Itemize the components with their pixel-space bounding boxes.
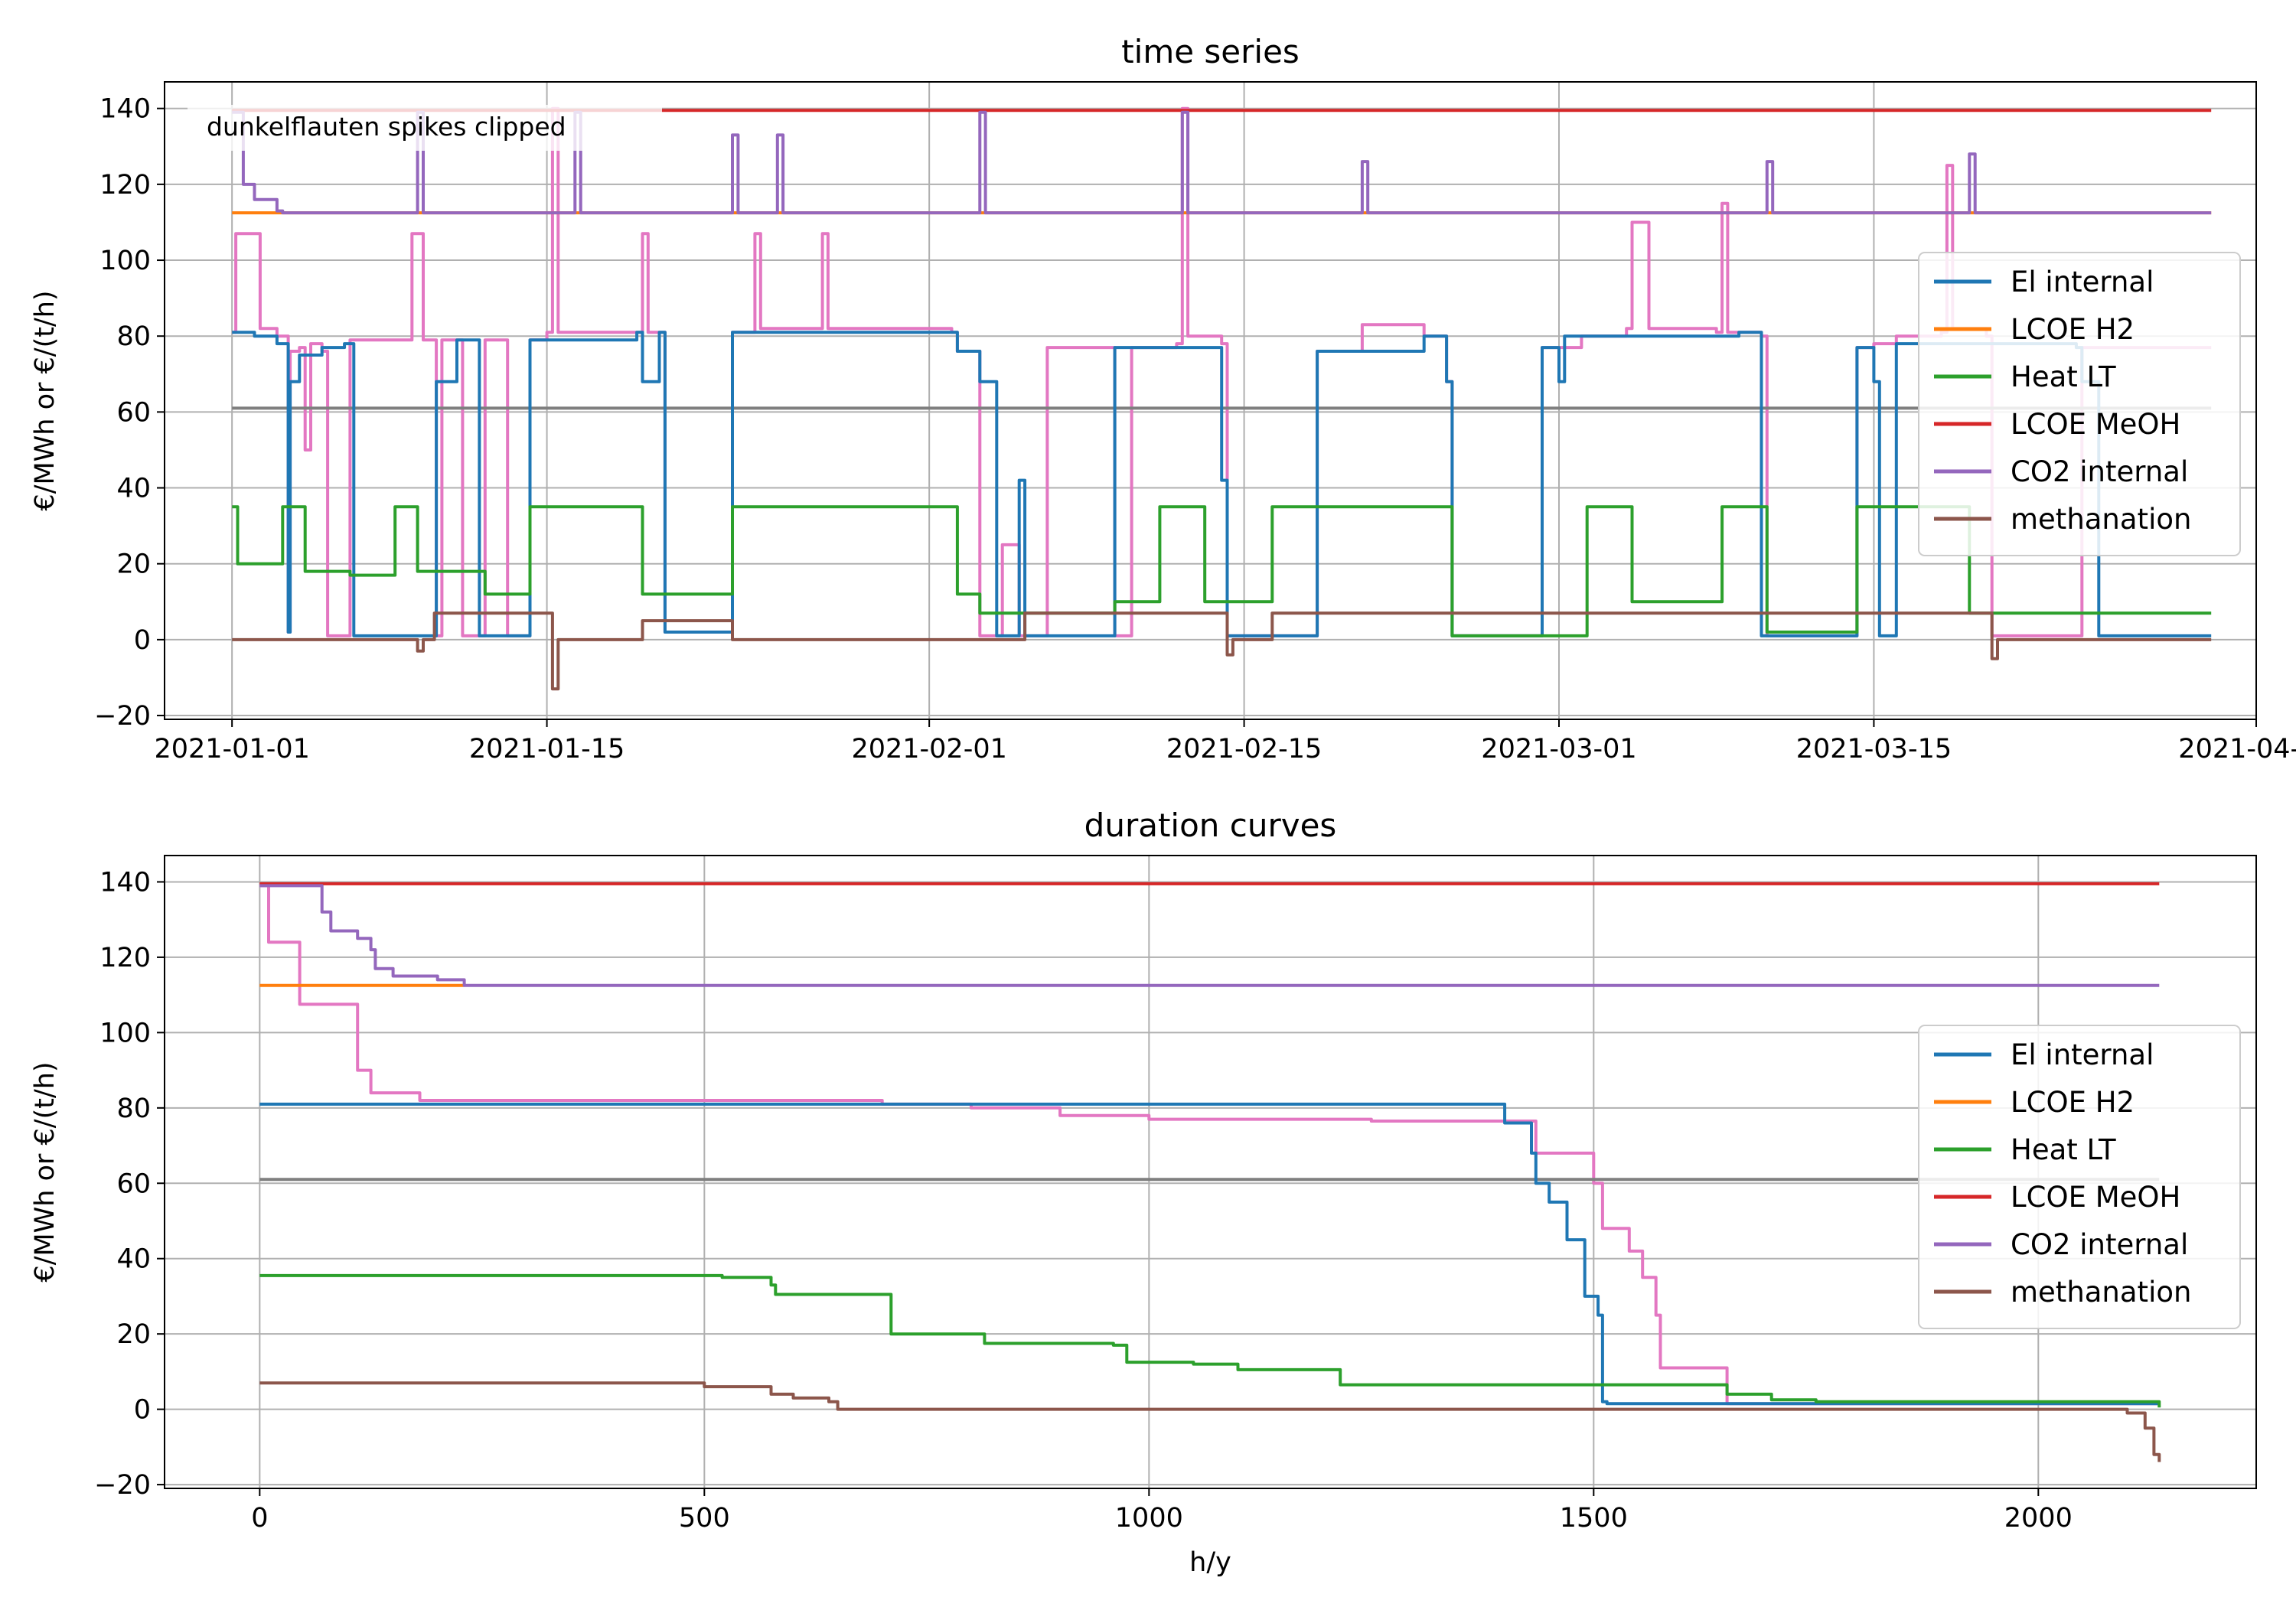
x-tick-label: 2021-02-01 — [851, 734, 1006, 764]
y-tick-label: −20 — [94, 1470, 151, 1501]
y-tick-label: 40 — [116, 1244, 151, 1275]
y-tick-label: 120 — [99, 170, 151, 200]
series-line-el-internal — [232, 331, 2212, 637]
legend-label: LCOE MeOH — [2011, 1181, 2180, 1214]
legend-box — [1918, 1025, 2241, 1329]
x-tick-label: 2021-04-01 — [2178, 734, 2296, 764]
legend-label: El internal — [2011, 1038, 2154, 1071]
series-line-co2-internal — [259, 884, 2160, 987]
axes-frame — [164, 81, 2257, 720]
x-tick-label: 2021-03-01 — [1481, 734, 1636, 764]
axes-frame — [164, 855, 2257, 1489]
legend-label: El internal — [2011, 266, 2154, 298]
y-tick-label: 60 — [116, 1169, 151, 1199]
annotation-box — [188, 105, 662, 151]
legend-label: methanation — [2011, 503, 2191, 536]
legend-label: Heat LT — [2011, 360, 2116, 393]
legend-label: methanation — [2011, 1276, 2191, 1309]
x-tick-label: 2021-03-15 — [1796, 734, 1952, 764]
x-tick-label: 2021-01-01 — [154, 734, 309, 764]
y-tick-label: 60 — [116, 397, 151, 428]
legend-label: LCOE H2 — [2011, 1086, 2135, 1119]
y-tick-label: 140 — [99, 867, 151, 898]
y-tick-label: −20 — [94, 701, 151, 732]
y-tick-label: 80 — [116, 1094, 151, 1124]
legend-label: CO2 internal — [2011, 1228, 2188, 1261]
plot-title: duration curves — [1084, 807, 1337, 844]
x-tick-label: 2021-01-15 — [469, 734, 625, 764]
y-tick-label: 120 — [99, 943, 151, 973]
series-line-heat-lt — [232, 505, 2212, 637]
duration-curves-panel: −20 0 20 40 60 80 100 120 140 0 500 1000 1500 2000 du… — [30, 807, 2257, 1578]
series-line-methanation — [232, 611, 2212, 691]
series-line-heat-lt — [259, 1273, 2161, 1408]
series-line-methanation — [259, 1381, 2161, 1462]
time-series-panel: −20 0 20 40 60 80 100 120 140 2021-01-01 2021-01-1… — [30, 33, 2296, 764]
y-tick-label: 20 — [116, 549, 151, 580]
y-tick-label: 0 — [134, 625, 151, 656]
x-axis-label: h/y — [1189, 1547, 1231, 1578]
y-tick-label: 20 — [116, 1319, 151, 1350]
y-axis-label: €/MWh or €/(t/h) — [30, 290, 60, 510]
x-tick-label: 0 — [251, 1503, 268, 1534]
y-tick-label: 0 — [134, 1395, 151, 1426]
legend-box — [1918, 252, 2241, 556]
y-axis-label: €/MWh or €/(t/h) — [30, 1061, 60, 1282]
y-tick-label: 40 — [116, 474, 151, 504]
plot-title: time series — [1121, 33, 1300, 70]
y-tick-label: 100 — [99, 1018, 151, 1048]
series-line-el-internal — [259, 1102, 2160, 1406]
legend-label: LCOE MeOH — [2011, 408, 2180, 441]
x-tick-label: 1000 — [1115, 1503, 1183, 1534]
x-tick-label: 2000 — [2004, 1503, 2073, 1534]
x-tick-label: 1500 — [1560, 1503, 1628, 1534]
legend-label: Heat LT — [2011, 1133, 2116, 1166]
y-tick-label: 100 — [99, 246, 151, 276]
y-tick-label: 80 — [116, 321, 151, 352]
series-line-unlabeled-series-6 — [259, 884, 2160, 1406]
y-tick-label: 140 — [99, 94, 151, 125]
x-tick-label: 500 — [679, 1503, 730, 1534]
x-tick-label: 2021-02-15 — [1166, 734, 1322, 764]
annotation: dunkelflauten spikes clipped — [207, 112, 566, 142]
legend-label: LCOE H2 — [2011, 313, 2135, 346]
legend-label: CO2 internal — [2011, 455, 2188, 488]
series-line-co2-internal — [232, 110, 2212, 215]
